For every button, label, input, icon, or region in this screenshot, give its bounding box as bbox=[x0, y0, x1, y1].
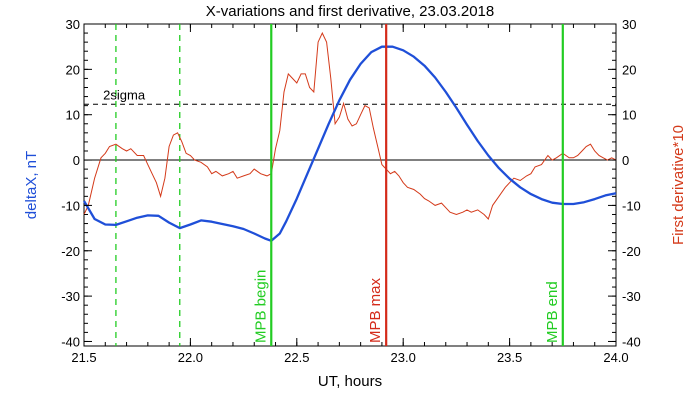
x-tick-label: 23.0 bbox=[391, 350, 416, 365]
series-line-derivative bbox=[83, 31, 617, 220]
x-tick-label: 21.5 bbox=[71, 350, 96, 365]
x-tick-label: 23.5 bbox=[497, 350, 522, 365]
axis-ticks: 21.5 22.0 22.5 23.0 23.5 24.0-40 -40-30 -30-20-… bbox=[61, 17, 641, 365]
y-left-tick-label: -30 bbox=[61, 289, 80, 304]
marker-label-mpb-end: MPB end bbox=[544, 281, 561, 343]
chart-title: X-variations and first derivative, 23.03… bbox=[206, 3, 495, 20]
x-axis-label: UT, hours bbox=[318, 373, 382, 390]
y-right-tick-label: -40 bbox=[622, 334, 641, 349]
x-tick-label: 24.0 bbox=[603, 350, 628, 365]
y-left-tick-label: 20 bbox=[66, 62, 80, 77]
y-left-tick-label: 10 bbox=[66, 108, 80, 123]
y-right-tick-label: -10 bbox=[622, 198, 641, 213]
series-lines bbox=[83, 31, 617, 242]
y-right-tick-label: 30 bbox=[622, 17, 636, 32]
y-right-tick-label: -30 bbox=[622, 289, 641, 304]
reference-lines bbox=[84, 24, 616, 346]
y-left-tick-label: -20 bbox=[61, 244, 80, 259]
y-left-tick-label: 0 bbox=[73, 153, 80, 168]
x-tick-label: 22.5 bbox=[284, 350, 309, 365]
threshold-label: 2sigma bbox=[103, 87, 146, 102]
y-left-tick-label: 30 bbox=[66, 17, 80, 32]
y-left-tick-label: -40 bbox=[61, 334, 80, 349]
series-line-deltax bbox=[83, 45, 617, 242]
event-markers: MPB begin MPB max MPB end bbox=[252, 24, 564, 346]
y-right-tick-label: 10 bbox=[622, 108, 636, 123]
y-right-tick-label: 20 bbox=[622, 62, 636, 77]
marker-label-mpb-begin: MPB begin bbox=[252, 270, 269, 343]
y-right-tick-label: -20 bbox=[622, 244, 641, 259]
y-left-tick-label: -10 bbox=[61, 198, 80, 213]
marker-label-mpb-max: MPB max bbox=[367, 277, 384, 343]
y-axis-right-label: First derivative*10 bbox=[670, 125, 687, 245]
x-tick-label: 22.0 bbox=[178, 350, 203, 365]
plot-frame bbox=[83, 23, 617, 347]
y-right-tick-label: 0 bbox=[622, 153, 629, 168]
y-axis-left-label: deltaX, nT bbox=[23, 151, 40, 219]
